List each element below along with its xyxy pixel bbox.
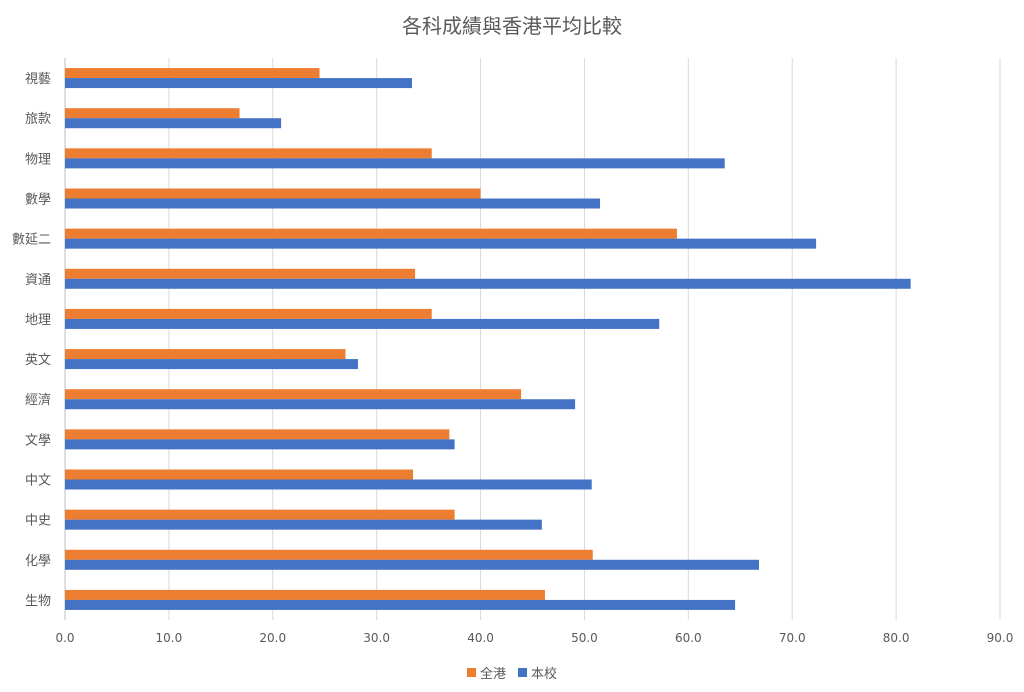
bar-series-1 bbox=[65, 108, 240, 119]
bar-series-1 bbox=[65, 589, 545, 600]
y-tick-label: 旅款 bbox=[25, 112, 51, 127]
y-tick-label: 中文 bbox=[25, 474, 51, 489]
legend-swatch-series-2 bbox=[518, 668, 527, 677]
legend: 全港 本校 bbox=[0, 663, 1024, 682]
bar-series-1 bbox=[65, 389, 522, 400]
bar-series-2 bbox=[65, 359, 358, 370]
x-tick-label: 90.0 bbox=[987, 631, 1014, 645]
bar-series-2 bbox=[65, 198, 601, 209]
y-tick-label: 化學 bbox=[25, 554, 51, 569]
bar-series-2 bbox=[65, 78, 412, 89]
x-tick-label: 20.0 bbox=[259, 631, 286, 645]
bar-series-2 bbox=[65, 399, 576, 410]
bar-series-1 bbox=[65, 509, 455, 520]
y-tick-label: 英文 bbox=[25, 353, 51, 368]
x-tick-label: 10.0 bbox=[156, 631, 183, 645]
y-tick-label: 物理 bbox=[25, 152, 51, 167]
x-tick-label: 40.0 bbox=[467, 631, 494, 645]
legend-label-series-1: 全港 bbox=[479, 667, 506, 682]
y-tick-label: 資通 bbox=[25, 273, 51, 288]
x-tick-label: 0.0 bbox=[55, 631, 74, 645]
bar-series-1 bbox=[65, 469, 414, 480]
y-tick-label: 數延二 bbox=[12, 233, 51, 248]
bar-series-2 bbox=[65, 278, 911, 289]
bar-series-2 bbox=[65, 559, 759, 570]
chart-title: 各科成績與香港平均比較 bbox=[402, 14, 622, 38]
legend-item-series-1: 全港 bbox=[466, 663, 506, 682]
bar-series-1 bbox=[65, 188, 481, 199]
bar-series-1 bbox=[65, 308, 432, 319]
y-tick-label: 中史 bbox=[25, 514, 51, 529]
bar-series-2 bbox=[65, 519, 542, 530]
y-tick-label: 生物 bbox=[25, 594, 51, 609]
x-tick-label: 30.0 bbox=[363, 631, 390, 645]
bar-series-1 bbox=[65, 228, 677, 239]
y-tick-label: 文學 bbox=[25, 433, 51, 448]
bar-series-1 bbox=[65, 429, 450, 440]
bar-series-1 bbox=[65, 549, 593, 560]
bar-series-2 bbox=[65, 479, 592, 490]
x-tick-label: 50.0 bbox=[571, 631, 598, 645]
bar-series-2 bbox=[65, 118, 282, 129]
y-tick-label: 視藝 bbox=[25, 72, 51, 87]
legend-item-series-2: 本校 bbox=[518, 663, 557, 682]
y-tick-label: 數學 bbox=[25, 193, 51, 208]
x-tick-label: 70.0 bbox=[779, 631, 806, 645]
legend-swatch-series-1 bbox=[466, 668, 476, 677]
x-tick-label: 60.0 bbox=[675, 631, 702, 645]
y-tick-label: 經濟 bbox=[25, 392, 51, 408]
bar-series-2 bbox=[65, 599, 736, 610]
x-tick-label: 80.0 bbox=[883, 631, 910, 645]
bar-series-1 bbox=[65, 349, 346, 360]
bar-series-1 bbox=[65, 68, 320, 79]
bar-series-2 bbox=[65, 318, 660, 329]
y-tick-label: 地理 bbox=[25, 313, 51, 328]
bar-series-2 bbox=[65, 158, 725, 169]
bar-series-1 bbox=[65, 148, 432, 159]
legend-label-series-2: 本校 bbox=[531, 667, 558, 682]
bar-series-2 bbox=[65, 439, 455, 450]
bar-series-1 bbox=[65, 268, 416, 279]
bar-series-2 bbox=[65, 238, 817, 249]
